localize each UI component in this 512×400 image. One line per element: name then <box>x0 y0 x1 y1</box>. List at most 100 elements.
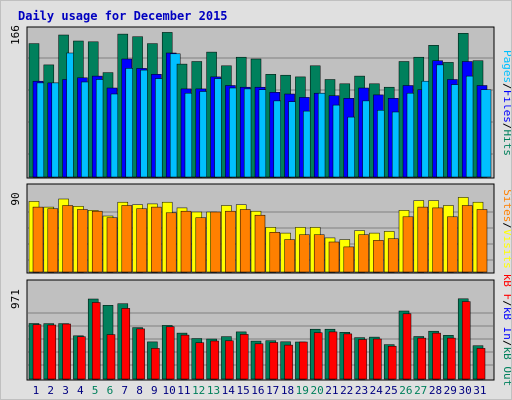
visits-bar-sites-day-27 <box>417 206 429 273</box>
hits-max-label: 166 <box>9 25 22 45</box>
visits-bar-sites-day-4 <box>77 209 88 273</box>
kbytes-bar-kb-f-day-9 <box>151 348 160 380</box>
kbytes-bar-kb-f-day-16 <box>254 343 264 380</box>
x-tick-label-day-10: 10 <box>162 384 175 397</box>
hits-legend-hits: Hits <box>501 130 512 157</box>
kbytes-legend-kb-in: kB In <box>501 307 512 340</box>
kbytes-bar-kb-f-day-3 <box>62 323 71 380</box>
x-tick-label-day-25: 25 <box>384 384 397 397</box>
kbytes-bar-kb-f-day-11 <box>180 334 190 380</box>
kbytes-bar-kb-f-day-1 <box>32 324 42 380</box>
x-tick-label-day-27: 27 <box>414 384 427 397</box>
visits-bar-sites-day-10 <box>165 212 177 273</box>
visits-bar-sites-day-7 <box>121 205 133 273</box>
kbytes-bar-kb-f-day-22 <box>343 333 353 380</box>
x-tick-label-day-7: 7 <box>121 384 128 397</box>
visits-bar-sites-day-15 <box>239 209 251 273</box>
visits-bar-sites-day-24 <box>373 240 384 273</box>
kbytes-legend-kb-f: kB F <box>501 274 512 301</box>
x-tick-label-day-20: 20 <box>310 384 323 397</box>
x-tick-label-day-18: 18 <box>281 384 294 397</box>
x-tick-label-day-5: 5 <box>92 384 99 397</box>
visits-bar-sites-day-26 <box>402 216 414 273</box>
visits-max-label: 90 <box>9 192 22 205</box>
kbytes-bar-kb-f-day-24 <box>373 338 382 380</box>
x-tick-label-day-23: 23 <box>355 384 368 397</box>
visits-bar-sites-day-17 <box>269 232 281 273</box>
visits-bar-sites-day-12 <box>195 217 207 273</box>
x-tick-label-day-22: 22 <box>340 384 353 397</box>
kbytes-bar-kb-f-day-10 <box>165 326 175 380</box>
visits-bar-sites-day-19 <box>299 234 310 273</box>
x-tick-label-day-14: 14 <box>222 384 236 397</box>
hits-legend: Pages/Files/Hits <box>501 50 512 156</box>
kbytes-bar-kb-f-day-29 <box>447 337 456 380</box>
kbytes-bar-kb-f-day-17 <box>269 342 279 380</box>
kbytes-bar-kb-f-day-23 <box>358 339 367 380</box>
kbytes-bar-kb-f-day-12 <box>195 342 205 380</box>
x-tick-label-day-24: 24 <box>370 384 384 397</box>
x-tick-label-day-8: 8 <box>136 384 143 397</box>
kbytes-legend: kB F/kB In/kB Out <box>501 274 512 387</box>
visits-bar-sites-day-1 <box>32 206 44 273</box>
kbytes-bar-kb-f-day-7 <box>121 308 131 380</box>
hits-legend-pages: Pages <box>501 50 512 83</box>
x-tick-label-day-15: 15 <box>236 384 249 397</box>
x-tick-label-day-17: 17 <box>266 384 279 397</box>
x-tick-label-day-9: 9 <box>151 384 158 397</box>
visits-legend-sites: Sites <box>501 189 512 222</box>
x-tick-label-day-29: 29 <box>444 384 457 397</box>
x-tick-label-day-26: 26 <box>399 384 412 397</box>
visits-bar-sites-day-20 <box>313 234 325 273</box>
kbytes-bar-kb-f-day-18 <box>284 344 293 380</box>
visits-bar-sites-day-9 <box>151 206 162 273</box>
x-tick-label-day-12: 12 <box>192 384 205 397</box>
visits-bar-sites-day-11 <box>180 210 192 273</box>
kbytes-bar-kb-f-day-28 <box>432 332 441 380</box>
visits-bar-sites-day-8 <box>136 208 147 273</box>
kbytes-legend-kb-out: kB Out <box>501 347 512 387</box>
visits-bar-sites-day-31 <box>476 209 488 273</box>
hits-legend-files: Files <box>501 90 512 123</box>
kbytes-bar-kb-f-day-5 <box>91 302 101 380</box>
x-tick-label-day-4: 4 <box>77 384 84 397</box>
x-tick-label-day-30: 30 <box>458 384 471 397</box>
visits-bar-sites-day-6 <box>106 217 118 273</box>
x-tick-label-day-28: 28 <box>429 384 442 397</box>
x-tick-label-day-11: 11 <box>177 384 190 397</box>
kbytes-bar-kb-f-day-30 <box>461 301 471 380</box>
x-tick-label-day-16: 16 <box>251 384 264 397</box>
x-tick-label-day-2: 2 <box>47 384 54 397</box>
visits-bar-sites-day-3 <box>62 205 73 273</box>
kbytes-max-label: 971 <box>9 289 22 309</box>
visits-bar-sites-day-22 <box>343 246 355 273</box>
kbytes-bar-kb-f-day-31 <box>476 348 486 380</box>
kbytes-bar-kb-f-day-25 <box>387 345 397 380</box>
kbytes-bar-kb-f-day-19 <box>299 341 308 380</box>
x-tick-label-day-13: 13 <box>207 384 220 397</box>
visits-bar-sites-day-23 <box>358 234 369 273</box>
visits-bar-sites-day-5 <box>91 210 103 273</box>
kbytes-bar-kb-f-day-14 <box>225 340 234 380</box>
kbytes-bar-kb-f-day-15 <box>239 334 249 380</box>
visits-bar-sites-day-29 <box>447 216 458 273</box>
visits-bar-sites-day-21 <box>328 241 340 273</box>
x-tick-label-day-6: 6 <box>107 384 114 397</box>
kbytes-bar-kb-f-day-6 <box>106 334 116 380</box>
kbytes-bar-kb-f-day-20 <box>313 332 323 380</box>
kbytes-bar-kb-f-day-2 <box>47 324 57 380</box>
x-tick-label-day-19: 19 <box>296 384 309 397</box>
visits-bar-sites-day-18 <box>284 239 295 273</box>
visits-bar-sites-day-30 <box>461 205 473 273</box>
visits-bar-sites-day-13 <box>210 211 221 273</box>
visits-bar-sites-day-16 <box>254 214 266 273</box>
x-tick-label-day-1: 1 <box>33 384 40 397</box>
visits-bar-sites-day-14 <box>225 210 236 273</box>
kbytes-bar-kb-f-day-8 <box>136 328 145 380</box>
visits-legend: Sites/Visits <box>501 189 512 269</box>
kbytes-bar-kb-f-day-27 <box>417 337 427 380</box>
visits-bar-sites-day-25 <box>387 238 399 273</box>
